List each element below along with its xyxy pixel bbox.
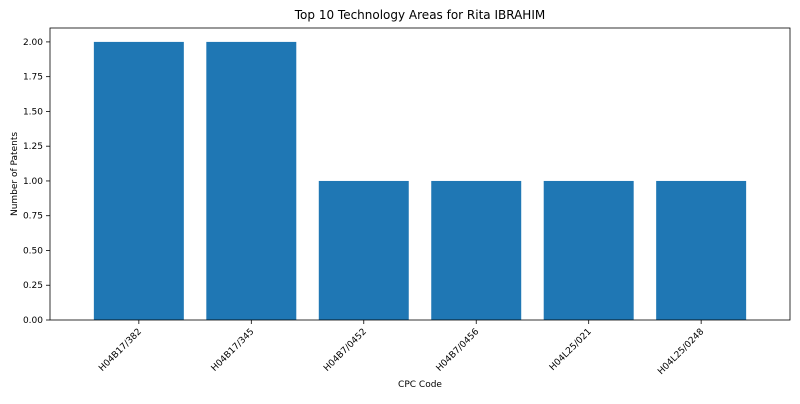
x-tick-label: H04B17/382 <box>97 327 144 374</box>
plot-area: 0.00 0.25 0.50 0.75 1.00 1.25 1.50 1.75 2.00 H04B… <box>23 38 746 377</box>
x-tick-label: H04B7/0452 <box>322 327 369 374</box>
bar-h04b17-345 <box>206 42 296 320</box>
x-tick-label: H04B7/0456 <box>435 327 482 374</box>
y-tick-label: 0.00 <box>23 316 43 326</box>
y-tick-label: 1.75 <box>23 73 43 83</box>
x-axis-label: CPC Code <box>398 380 442 390</box>
bar-h04l25-021 <box>544 181 634 320</box>
y-tick-label: 2.00 <box>23 38 43 48</box>
x-tick-label: H04B17/345 <box>210 327 257 374</box>
y-tick-label: 0.50 <box>23 246 43 256</box>
y-tick-label: 0.75 <box>23 212 43 222</box>
x-tick-label: H04L25/0248 <box>656 327 706 377</box>
bar-h04l25-0248 <box>656 181 746 320</box>
bar-h04b7-0456 <box>431 181 521 320</box>
y-tick-label: 0.25 <box>23 281 43 291</box>
y-tick-label: 1.25 <box>23 142 43 152</box>
chart-title: Top 10 Technology Areas for Rita IBRAHIM <box>294 8 545 22</box>
y-tick-label: 1.00 <box>23 177 43 187</box>
y-tick-label: 1.50 <box>23 107 43 117</box>
y-axis-label: Number of Patents <box>10 132 20 216</box>
bar-h04b17-382 <box>94 42 184 320</box>
bar-h04b7-0452 <box>319 181 409 320</box>
x-tick-label: H04L25/021 <box>548 327 594 373</box>
